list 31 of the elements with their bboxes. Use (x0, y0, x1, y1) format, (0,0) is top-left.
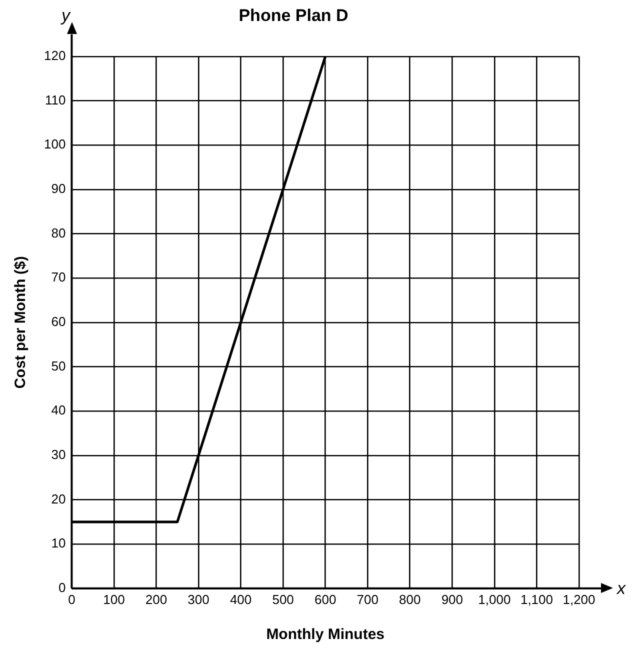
y-tick-label: 30 (51, 446, 66, 462)
x-tick-label: 1,100 (520, 592, 553, 607)
x-tick-label: 900 (441, 592, 464, 607)
y-tick-label: 40 (51, 402, 66, 418)
y-tick-label: 50 (51, 358, 66, 374)
x-tick-label: 300 (188, 592, 210, 607)
y-tick-label: 100 (44, 136, 66, 152)
x-tick-label: 100 (103, 592, 125, 607)
y-tick-label: 80 (51, 225, 66, 240)
x-tick-label: 500 (272, 592, 294, 607)
x-tick-label: 400 (230, 592, 252, 607)
x-tick-label: 800 (399, 592, 421, 607)
x-tick-label: 1,200 (562, 592, 596, 607)
y-tick-label: 70 (51, 270, 66, 285)
text: x (616, 579, 626, 598)
y-tick-label: 110 (44, 92, 66, 108)
x-tick-label: 200 (145, 592, 168, 607)
y-axis-title: Cost per Month ($) (12, 256, 30, 389)
y-tick-label: 90 (51, 180, 66, 196)
text: y (60, 6, 72, 26)
x-tick-label: 0 (68, 592, 76, 607)
y-tick-label: 60 (51, 314, 66, 329)
y-tick-label: 0 (58, 580, 66, 595)
x-tick-label: 600 (314, 592, 336, 607)
x-axis-title: Monthly Minutes (266, 626, 385, 644)
y-tick-label: 20 (51, 491, 66, 506)
chart-title: Phone Plan D (238, 6, 348, 25)
y-tick-label: 10 (51, 536, 66, 551)
x-tick-label: 700 (356, 592, 378, 607)
x-tick-label: 1,000 (478, 592, 511, 607)
y-tick-label: 120 (44, 48, 66, 63)
